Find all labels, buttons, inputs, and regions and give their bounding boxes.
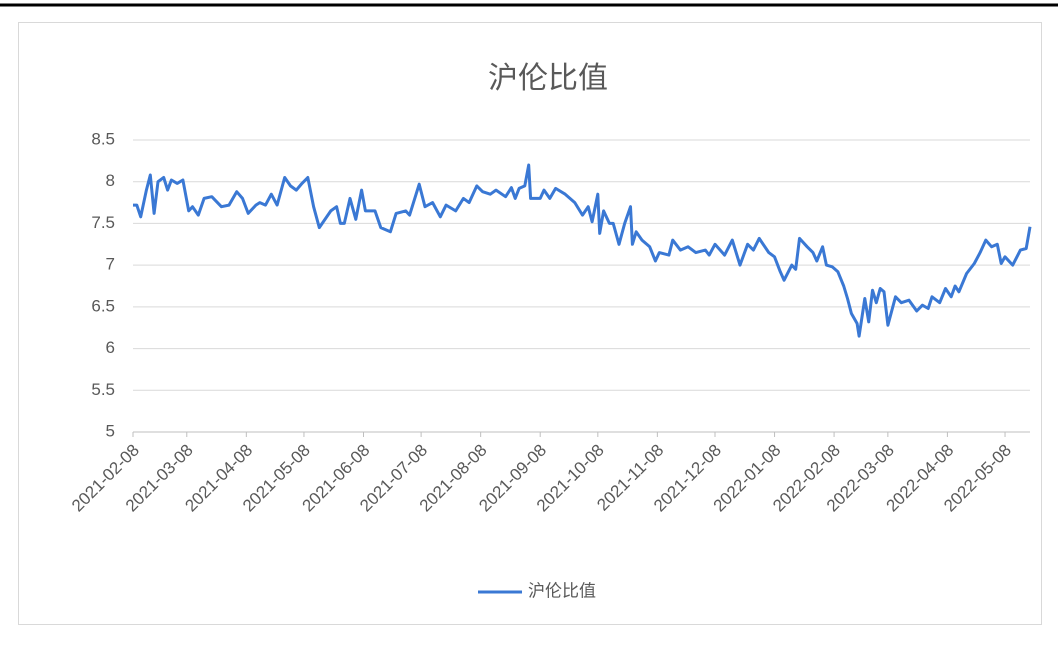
- y-tick-label: 6.5: [91, 296, 115, 315]
- y-tick-label: 5.5: [91, 380, 115, 399]
- y-tick-label: 8.5: [91, 129, 115, 148]
- y-tick-label: 7.5: [91, 213, 115, 232]
- y-tick-label: 6: [106, 338, 115, 357]
- series-line: [133, 163, 1032, 338]
- y-tick-label: 8: [106, 171, 115, 190]
- chart-title: 沪伦比值: [488, 62, 608, 95]
- legend-label: 沪伦比值: [528, 581, 596, 600]
- chart-frame: [18, 22, 1042, 625]
- y-tick-label: 5: [106, 421, 115, 440]
- y-tick-label: 7: [106, 255, 115, 274]
